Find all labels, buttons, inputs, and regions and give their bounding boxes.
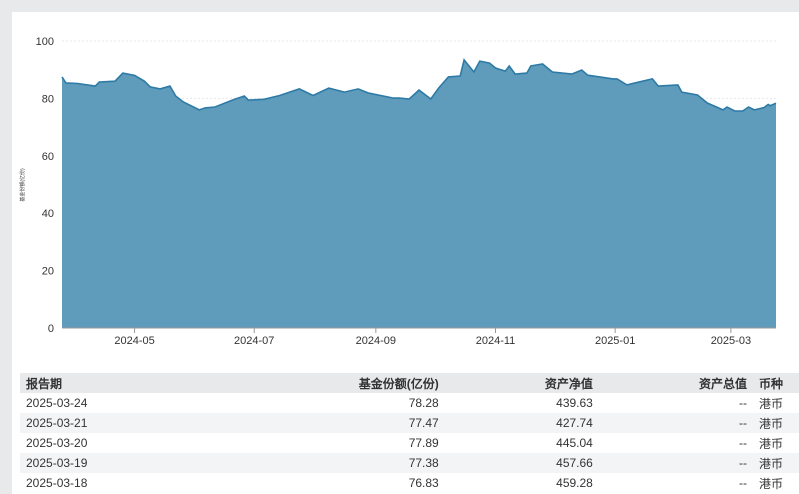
table-cell: 2025-03-20 [26, 436, 88, 450]
x-tick-label: 2025-03 [711, 335, 751, 347]
column-header: 资产净值 [444, 373, 599, 393]
table-cell: 459.28 [556, 476, 593, 490]
y-tick-label: 0 [48, 323, 54, 335]
x-tick-label: 2024-07 [234, 335, 274, 347]
table-cell: 2025-03-24 [26, 396, 88, 410]
table-cell: 457.66 [444, 453, 599, 473]
table-cell: -- [598, 413, 753, 433]
area-chart: 0 20 40 60 80 100 2024-05 2024-07 2024-09 2024-11… [19, 36, 777, 347]
table-cell: 2025-03-18 [26, 476, 88, 490]
table-cell: 港币 [759, 436, 784, 451]
table-cell: 445.04 [556, 436, 593, 450]
column-header: 资产总值 [598, 373, 753, 393]
table-cell: 港币 [759, 476, 784, 491]
x-tick-label: 2024-09 [356, 335, 396, 347]
table-cell: 2025-03-21 [20, 413, 209, 433]
column-header: 基金份额(亿份) [208, 373, 445, 393]
column-header: 报告期 [20, 373, 209, 393]
series-line [61, 58, 777, 112]
table-cell: 2025-03-19 [20, 453, 209, 473]
y-tick-label: 100 [36, 36, 54, 48]
y-tick-label: 80 [42, 93, 54, 105]
table-cell: 76.83 [408, 476, 439, 490]
table-cell: 427.74 [444, 413, 599, 433]
table-cell: 77.38 [208, 453, 445, 473]
table-row: 2025-03-18 76.83 459.28 -- 港币 [20, 473, 799, 493]
y-axis-label: 基金份额(亿份) [19, 168, 26, 202]
table-cell: 77.47 [208, 413, 445, 433]
table-row: 2025-03-19 77.38 457.66 -- 港币 [20, 453, 799, 473]
x-tick-label: 2024-05 [114, 335, 154, 347]
table-cell: 77.89 [408, 436, 439, 450]
table-header: 报告期 基金份额(亿份) 资产净值 资产总值 币种 [20, 373, 799, 393]
table-cell: 港币 [759, 396, 784, 411]
y-tick-label: 60 [42, 151, 54, 163]
area-fill [62, 59, 776, 329]
x-tick-label: 2025-01 [595, 335, 635, 347]
table-row: 2025-03-21 77.47 427.74 -- 港币 [20, 413, 799, 433]
y-tick-label: 40 [42, 208, 54, 220]
table-cell: 港币 [753, 453, 799, 473]
fund-share-table: 报告期 基金份额(亿份) 资产净值 资产总值 币种 2025-03-24 78.28 439… [20, 373, 799, 493]
table-cell: -- [739, 396, 747, 410]
x-tick-label: 2024-11 [476, 335, 516, 347]
table-cell: -- [598, 453, 753, 473]
table-row: 2025-03-20 77.89 445.04 -- 港币 [20, 433, 799, 453]
table-cell: 439.63 [556, 396, 593, 410]
y-tick-label: 20 [42, 266, 54, 278]
table-cell: 港币 [753, 413, 799, 433]
table-cell: 78.28 [408, 396, 439, 410]
table-cell: -- [739, 436, 747, 450]
column-header: 币种 [753, 373, 799, 393]
table-row: 2025-03-24 78.28 439.63 -- 港币 [20, 393, 799, 413]
table-cell: -- [739, 476, 747, 490]
